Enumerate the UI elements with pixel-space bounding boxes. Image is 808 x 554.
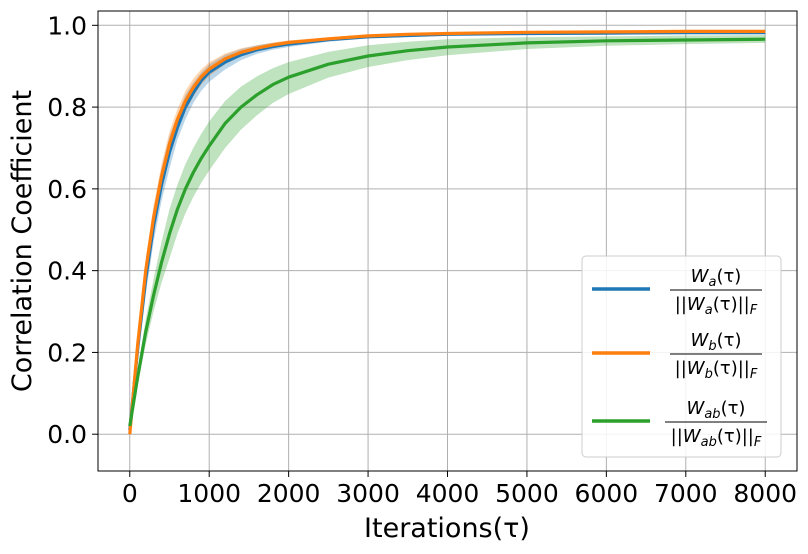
series-1-line: [128, 29, 766, 435]
legend-box: [581, 255, 782, 458]
series-2-line: [128, 37, 766, 427]
legend-denominator: ||Wab(τ)||F: [671, 426, 762, 450]
x-tick-label: 5000: [495, 479, 559, 508]
legend-numerator: Wab(τ): [687, 398, 746, 422]
x-tick-label: 6000: [575, 479, 639, 508]
series-lines: [128, 29, 766, 435]
x-tick-label: 7000: [654, 479, 718, 508]
x-tick-label: 4000: [416, 479, 480, 508]
axis-ticks: 0 1000 2000 3000 4000 5000 6000 7000 8000 0.0 0.2 0…: [47, 11, 797, 508]
y-axis-label: Correlation Coefficient: [7, 90, 38, 392]
x-tick-label: 8000: [733, 479, 797, 508]
legend-numerator: Wa(τ): [691, 266, 742, 290]
y-tick-label: 0.6: [47, 175, 87, 204]
x-tick-label: 0: [122, 479, 138, 508]
y-tick-label: 0.2: [47, 338, 87, 367]
y-tick-label: 0.0: [47, 420, 87, 449]
y-tick-label: 1.0: [47, 11, 87, 40]
x-tick-label: 2000: [257, 479, 321, 508]
x-tick-label: 1000: [177, 479, 241, 508]
x-tick-label: 3000: [336, 479, 400, 508]
legend: Wa(τ) ||Wa(τ)||F Wb(τ) ||Wb(τ)||F Wab(τ) ||Wa…: [581, 255, 782, 458]
y-tick-label: 0.8: [47, 93, 87, 122]
x-axis-label: Iterations(τ): [364, 513, 530, 544]
legend-denominator: ||Wb(τ)||F: [675, 358, 758, 382]
y-tick-label: 0.4: [47, 257, 87, 286]
legend-numerator: Wb(τ): [691, 330, 742, 354]
legend-denominator: ||Wa(τ)||F: [675, 294, 758, 318]
